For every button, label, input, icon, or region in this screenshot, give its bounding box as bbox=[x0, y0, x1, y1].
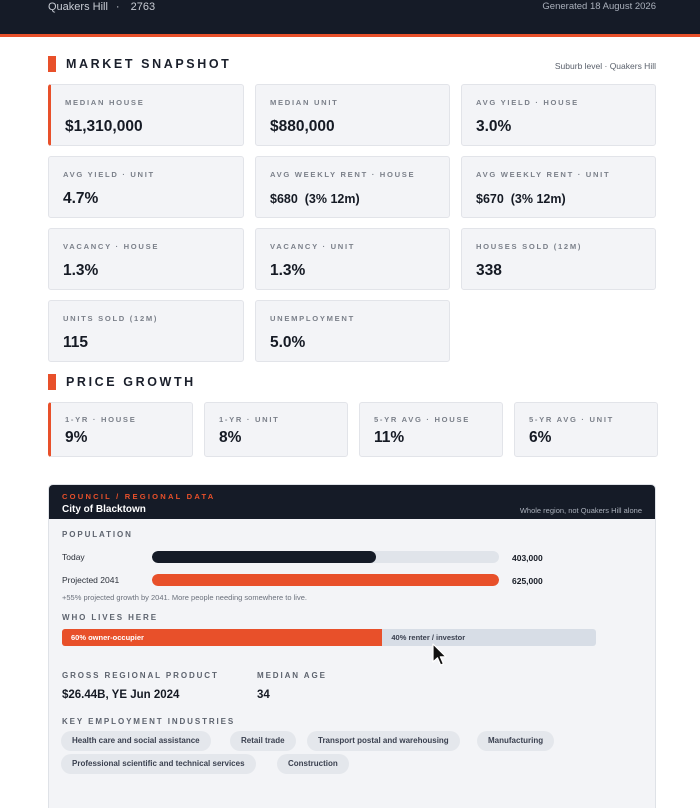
market-snapshot-note: Suburb level · Quakers Hill bbox=[554, 61, 656, 71]
growth-value: 8% bbox=[219, 429, 242, 446]
industry-chip: Retail trade bbox=[230, 731, 296, 751]
stat-label: MEDIAN HOUSE bbox=[65, 98, 145, 107]
stat-label: UNEMPLOYMENT bbox=[270, 314, 355, 323]
stat-card-avg-yield-unit: AVG YIELD · UNIT 4.7% bbox=[48, 156, 244, 218]
stat-value: $670 (3% 12m) bbox=[476, 192, 566, 206]
stat-label: VACANCY · HOUSE bbox=[63, 242, 160, 251]
stat-value: 1.3% bbox=[63, 262, 99, 279]
stat-card-median-unit: MEDIAN UNIT $880,000 bbox=[255, 84, 450, 146]
stat-label: MEDIAN UNIT bbox=[270, 98, 339, 107]
council-panel: COUNCIL / REGIONAL DATA City of Blacktow… bbox=[48, 484, 656, 808]
stat-value: 1.3% bbox=[270, 262, 306, 279]
suburb-name: Quakers Hill bbox=[48, 1, 108, 13]
generated-date: Generated 18 August 2026 bbox=[542, 1, 656, 12]
section-title: MARKET SNAPSHOT bbox=[66, 57, 232, 71]
grp-value: $26.44B, YE Jun 2024 bbox=[62, 689, 180, 701]
council-name: City of Blacktown bbox=[62, 504, 146, 515]
stat-value: 115 bbox=[63, 334, 89, 351]
population-projected-fill bbox=[152, 574, 499, 586]
postcode: 2763 bbox=[130, 1, 156, 13]
renter-investor-label: 40% renter / investor bbox=[391, 633, 466, 642]
population-note: +55% projected growth by 2041. More peop… bbox=[62, 593, 307, 602]
stat-label: HOUSES SOLD (12M) bbox=[476, 242, 583, 251]
industry-chip: Transport postal and warehousing bbox=[307, 731, 460, 751]
growth-label: 5-YR AVG · UNIT bbox=[529, 415, 614, 424]
population-today-label: Today bbox=[62, 552, 85, 562]
growth-card-1yr-house: 1-YR · HOUSE 9% bbox=[48, 402, 193, 457]
stat-value: 3.0% bbox=[476, 118, 512, 135]
population-projected-label: Projected 2041 bbox=[62, 575, 120, 585]
population-today-value: 403,000 bbox=[512, 553, 543, 563]
who-lives-here-title: WHO LIVES HERE bbox=[62, 613, 158, 622]
stat-card-houses-sold: HOUSES SOLD (12M) 338 bbox=[461, 228, 656, 290]
owner-occupier-label: 60% owner-occupier bbox=[71, 633, 144, 642]
stat-value: $1,310,000 bbox=[65, 118, 143, 135]
growth-label: 1-YR · UNIT bbox=[219, 415, 280, 424]
stat-card-avg-yield-house: AVG YIELD · HOUSE 3.0% bbox=[461, 84, 656, 146]
stat-value: $880,000 bbox=[270, 118, 335, 135]
stat-value: 5.0% bbox=[270, 334, 306, 351]
stat-card-units-sold: UNITS SOLD (12M) 115 bbox=[48, 300, 244, 362]
growth-card-5yr-house: 5-YR AVG · HOUSE 11% bbox=[359, 402, 503, 457]
growth-value: 11% bbox=[374, 429, 405, 446]
council-note: Whole region, not Quakers Hill alone bbox=[519, 506, 642, 515]
council-header: COUNCIL / REGIONAL DATA City of Blacktow… bbox=[49, 485, 655, 519]
median-age-value: 34 bbox=[257, 689, 270, 701]
tenure-split-bar: 60% owner-occupier 40% renter / investor bbox=[62, 629, 596, 646]
growth-label: 1-YR · HOUSE bbox=[65, 415, 137, 424]
location-label: Quakers Hill · 2763 bbox=[48, 1, 163, 13]
section-accent-bar bbox=[48, 374, 56, 390]
section-title: PRICE GROWTH bbox=[66, 375, 196, 389]
population-today-bar bbox=[152, 551, 499, 563]
stat-value: 4.7% bbox=[63, 190, 99, 207]
growth-card-1yr-unit: 1-YR · UNIT 8% bbox=[204, 402, 348, 457]
stat-label: AVG WEEKLY RENT · HOUSE bbox=[270, 170, 416, 179]
growth-value: 6% bbox=[529, 429, 552, 446]
population-today-fill bbox=[152, 551, 376, 563]
population-title: POPULATION bbox=[62, 530, 133, 539]
population-projected-bar bbox=[152, 574, 499, 586]
stat-label: AVG WEEKLY RENT · UNIT bbox=[476, 170, 611, 179]
stat-label: AVG YIELD · UNIT bbox=[63, 170, 155, 179]
price-growth-heading: PRICE GROWTH bbox=[48, 374, 196, 390]
stat-card-unemployment: UNEMPLOYMENT 5.0% bbox=[255, 300, 450, 362]
stat-label: AVG YIELD · HOUSE bbox=[476, 98, 579, 107]
stat-value: 338 bbox=[476, 262, 502, 279]
location-separator: · bbox=[115, 1, 120, 13]
stat-card-weekly-rent-unit: AVG WEEKLY RENT · UNIT $670 (3% 12m) bbox=[461, 156, 656, 218]
industry-chip: Health care and social assistance bbox=[61, 731, 211, 751]
industry-chip: Construction bbox=[277, 754, 349, 774]
median-age-label: MEDIAN AGE bbox=[257, 671, 327, 680]
section-accent-bar bbox=[48, 56, 56, 72]
grp-label: GROSS REGIONAL PRODUCT bbox=[62, 671, 219, 680]
industries-title: KEY EMPLOYMENT INDUSTRIES bbox=[62, 717, 236, 726]
top-bar: Quakers Hill · 2763 Generated 18 August 2… bbox=[0, 0, 700, 37]
market-snapshot-heading: MARKET SNAPSHOT bbox=[48, 56, 231, 72]
growth-value: 9% bbox=[65, 429, 88, 446]
growth-label: 5-YR AVG · HOUSE bbox=[374, 415, 470, 424]
stat-card-vacancy-house: VACANCY · HOUSE 1.3% bbox=[48, 228, 244, 290]
stat-label: VACANCY · UNIT bbox=[270, 242, 356, 251]
stat-card-median-house: MEDIAN HOUSE $1,310,000 bbox=[48, 84, 244, 146]
stat-card-weekly-rent-house: AVG WEEKLY RENT · HOUSE $680 (3% 12m) bbox=[255, 156, 450, 218]
growth-card-5yr-unit: 5-YR AVG · UNIT 6% bbox=[514, 402, 658, 457]
industry-chip: Manufacturing bbox=[477, 731, 555, 751]
population-projected-value: 625,000 bbox=[512, 576, 543, 586]
stat-label: UNITS SOLD (12M) bbox=[63, 314, 159, 323]
stat-value: $680 (3% 12m) bbox=[270, 192, 360, 206]
council-tag: COUNCIL / REGIONAL DATA bbox=[62, 492, 216, 501]
industry-chip: Professional scientific and technical se… bbox=[61, 754, 256, 774]
owner-occupier-segment: 60% owner-occupier bbox=[62, 629, 383, 646]
mouse-pointer-icon bbox=[432, 643, 447, 666]
stat-card-vacancy-unit: VACANCY · UNIT 1.3% bbox=[255, 228, 450, 290]
